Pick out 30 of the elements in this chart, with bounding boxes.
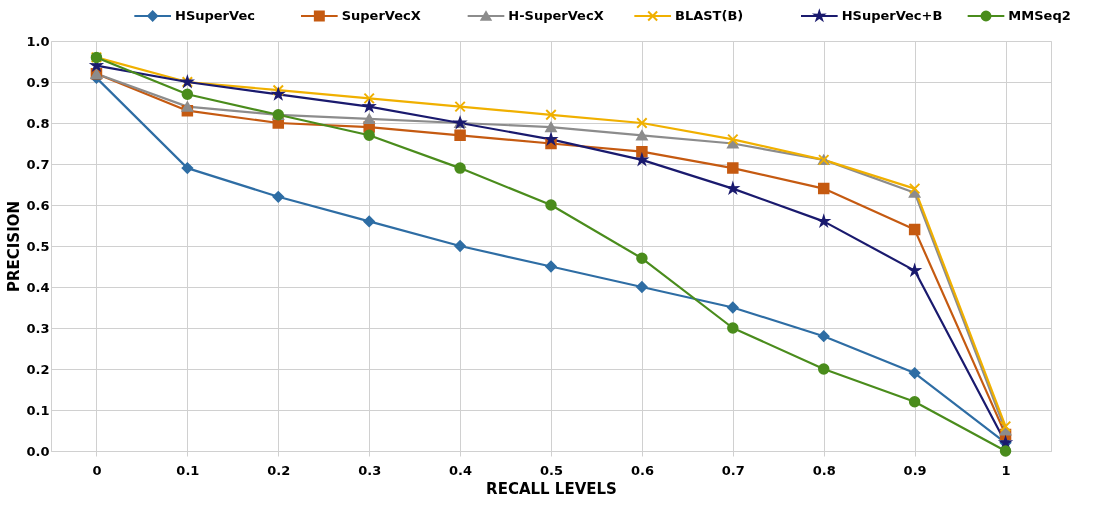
x-tick-label: 0.6: [630, 462, 654, 478]
y-tick-label: 0.1: [26, 402, 50, 418]
x-tick-label: 0.3: [358, 462, 382, 478]
legend-label: SuperVecX: [341, 8, 421, 23]
y-tick-label: 0.8: [26, 115, 50, 131]
x-tick-label: 1: [1001, 462, 1011, 478]
y-tick-label: 0.0: [26, 443, 50, 459]
x-tick-label: 0.5: [539, 462, 564, 478]
y-tick-label: 0.7: [26, 156, 50, 172]
x-axis-title: RECALL LEVELS: [486, 479, 617, 498]
legend-label: H-SuperVecX: [508, 8, 604, 23]
x-tick-label: 0.1: [176, 462, 200, 478]
x-tick-label: 0.2: [267, 462, 291, 478]
legend-label: MMSeq2: [1008, 8, 1071, 23]
x-tick-label: 0: [92, 462, 102, 478]
y-tick-label: 0.2: [26, 361, 50, 377]
legend-label: BLAST(B): [675, 8, 744, 23]
x-tick-label: 0.7: [721, 462, 745, 478]
x-tick-label: 0.4: [449, 462, 473, 478]
y-tick-label: 0.4: [26, 279, 50, 295]
y-axis-title: PRECISION: [5, 200, 24, 293]
x-tick-label: 0.8: [812, 462, 836, 478]
legend-label: HSuperVec: [175, 8, 255, 23]
y-tick-label: 1.0: [26, 33, 50, 49]
y-tick-label: 0.3: [26, 320, 50, 336]
y-tick-label: 0.6: [26, 197, 50, 213]
y-tick-label: 0.5: [26, 238, 50, 254]
y-tick-label: 0.9: [26, 74, 50, 90]
x-tick-label: 0.9: [903, 462, 927, 478]
legend-label: HSuperVec+B: [841, 8, 943, 23]
